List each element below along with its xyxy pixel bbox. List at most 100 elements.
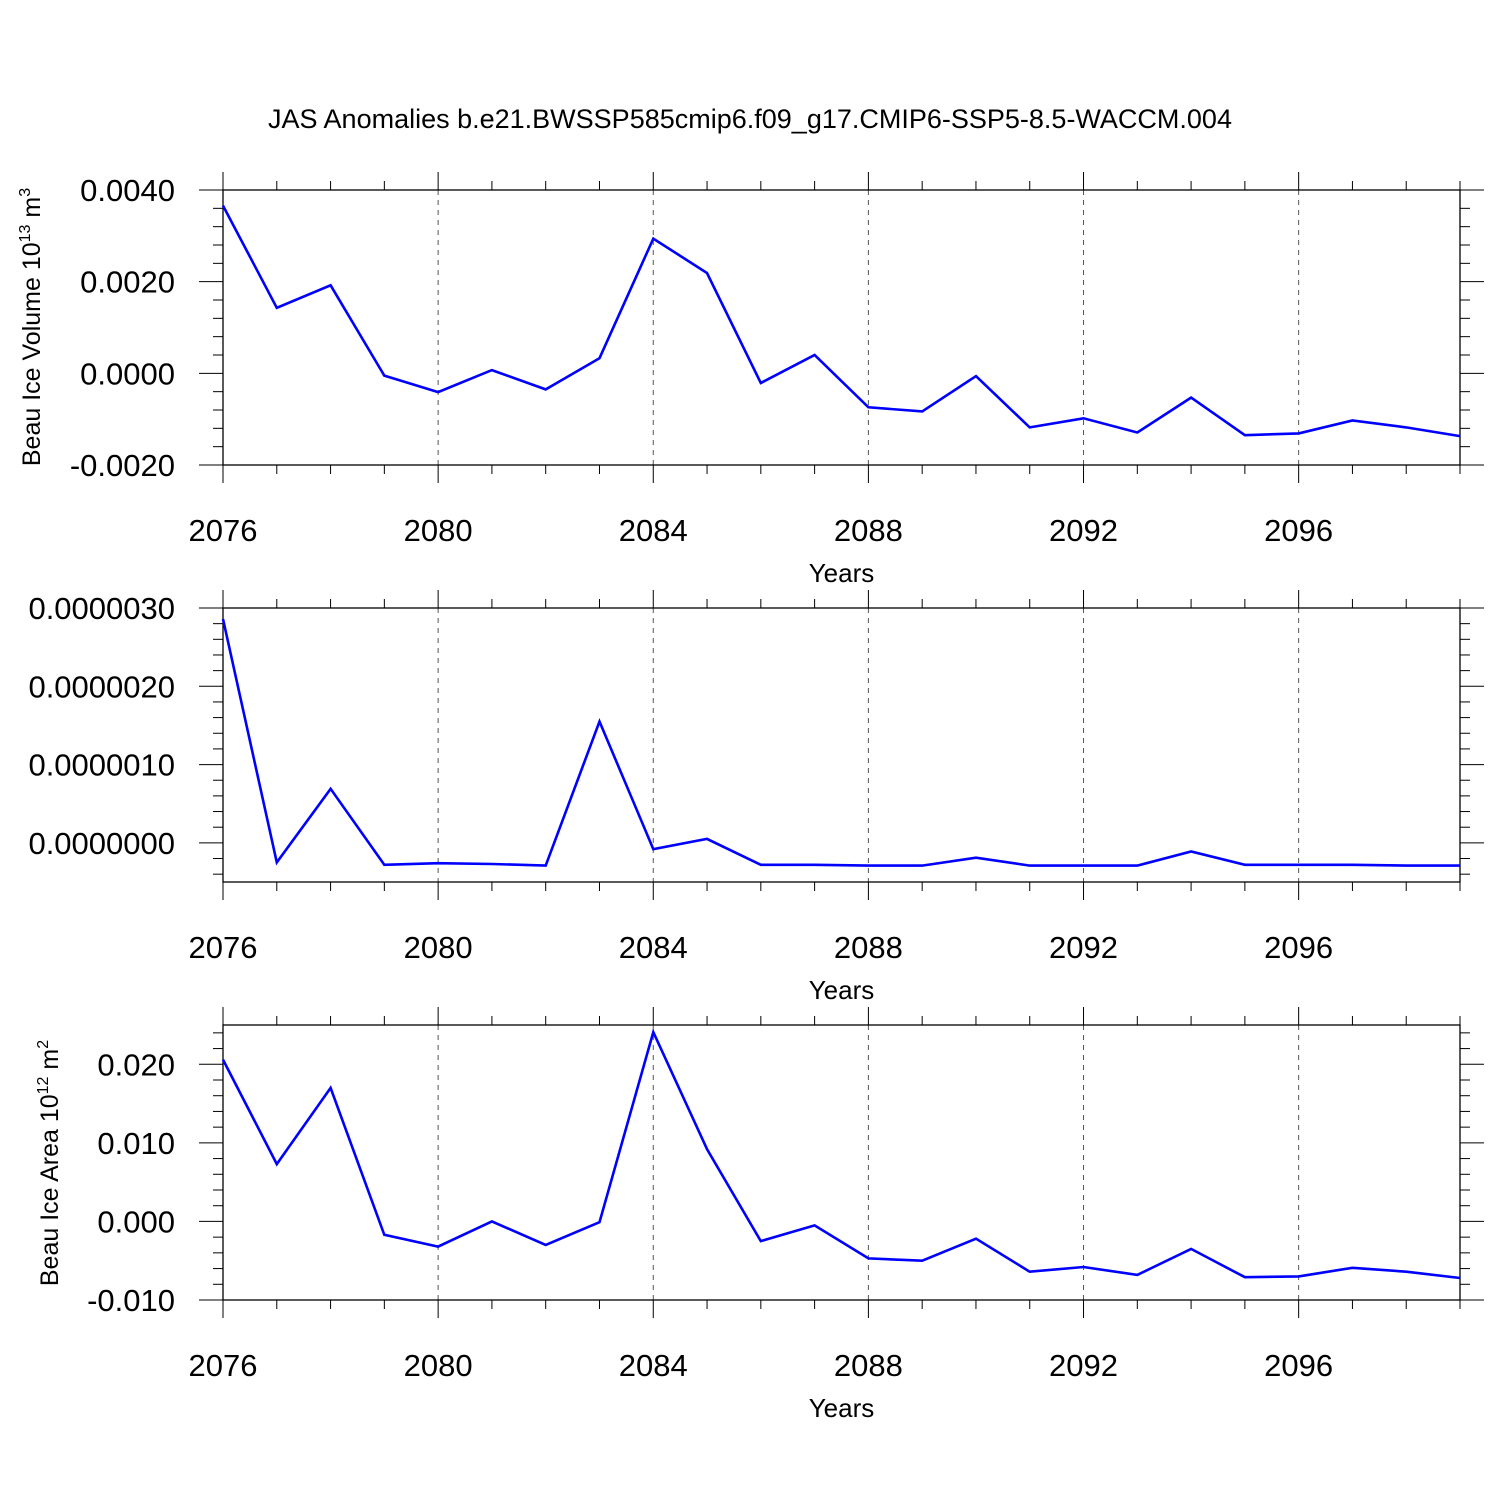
plot-frame xyxy=(222,607,1461,883)
data-point xyxy=(705,1147,709,1151)
data-point xyxy=(544,1243,548,1247)
data-point xyxy=(221,617,225,621)
data-point xyxy=(1189,1247,1193,1251)
data-point xyxy=(866,405,870,409)
data-point xyxy=(1082,416,1086,420)
data-point xyxy=(974,374,978,378)
x-axis-label: Years xyxy=(809,1393,875,1423)
data-point xyxy=(221,204,225,208)
data-point xyxy=(490,368,494,372)
data-point xyxy=(1189,396,1193,400)
x-tick-label: 2088 xyxy=(834,930,903,965)
y-tick-label: 0.0000 xyxy=(80,356,175,391)
data-point xyxy=(275,1162,279,1166)
data-point xyxy=(597,720,601,724)
chart-panel-1: 2076 2080 2084 2088 2092 2096 Years -0.0020 0.00… xyxy=(17,172,1484,588)
y-tick-label: 0.0000030 xyxy=(28,591,175,626)
data-point xyxy=(1458,1276,1462,1280)
data-point xyxy=(1404,1270,1408,1274)
data-point xyxy=(759,863,763,867)
data-point xyxy=(382,863,386,867)
data-point xyxy=(759,1239,763,1243)
plot-frame xyxy=(222,189,1461,466)
data-point xyxy=(436,1245,440,1249)
data-point xyxy=(974,856,978,860)
data-point xyxy=(490,862,494,866)
data-point xyxy=(1404,425,1408,429)
data-point xyxy=(1297,431,1301,435)
chart-panel-3: 2076 2080 2084 2088 2092 2096 Years -0.010 0.000… xyxy=(35,1007,1484,1423)
data-point xyxy=(1028,1270,1032,1274)
data-point xyxy=(1458,434,1462,438)
chart-panel-2: 2076 2080 2084 2088 2092 2096 Years 0.0000000 0.… xyxy=(28,590,1484,1005)
x-tick-label: 2084 xyxy=(619,513,688,548)
x-tick-label: 2084 xyxy=(619,1348,688,1383)
x-tick-label: 2092 xyxy=(1049,930,1118,965)
data-point xyxy=(1350,1266,1354,1270)
series-line xyxy=(221,618,1460,867)
x-tick-label: 2092 xyxy=(1049,1348,1118,1383)
data-point xyxy=(974,1237,978,1241)
data-point xyxy=(1135,1273,1139,1277)
x-tick-label: 2096 xyxy=(1264,930,1333,965)
data-point xyxy=(813,1223,817,1227)
data-point xyxy=(651,237,655,241)
x-tick-label: 2080 xyxy=(404,513,473,548)
data-point xyxy=(813,353,817,357)
y-axis-label: Beau Ice Area 1012 m2 xyxy=(35,1040,64,1286)
data-point xyxy=(1350,419,1354,423)
chart-title: JAS Anomalies b.e21.BWSSP585cmip6.f09_g1… xyxy=(268,104,1232,134)
y-tick-label: 0.0000000 xyxy=(28,826,175,861)
data-point xyxy=(1135,864,1139,868)
data-point xyxy=(1350,863,1354,867)
y-tick-label: 0.0000020 xyxy=(28,669,175,704)
series-line xyxy=(221,204,1461,438)
x-tick-label: 2076 xyxy=(189,513,258,548)
x-axis-label: Years xyxy=(809,558,875,588)
y-tick-label: 0.0020 xyxy=(80,265,175,300)
x-tick-label: 2096 xyxy=(1264,1348,1333,1383)
data-point xyxy=(597,1220,601,1224)
x-tick-label: 2080 xyxy=(404,930,473,965)
data-point xyxy=(813,863,817,867)
data-point xyxy=(1458,864,1462,868)
data-point xyxy=(544,387,548,391)
data-point xyxy=(490,1219,494,1223)
data-point xyxy=(329,1086,333,1090)
data-point xyxy=(275,306,279,310)
y-tick-label: -0.0020 xyxy=(70,448,175,483)
x-tick-label: 2084 xyxy=(619,930,688,965)
data-point xyxy=(436,390,440,394)
data-point xyxy=(1243,433,1247,437)
data-point xyxy=(1243,863,1247,867)
data-point xyxy=(382,1233,386,1237)
x-tick-label: 2080 xyxy=(404,1348,473,1383)
data-point xyxy=(1189,849,1193,853)
data-point xyxy=(651,1030,655,1034)
data-point xyxy=(1404,864,1408,868)
data-point xyxy=(382,374,386,378)
x-tick-label: 2076 xyxy=(189,930,258,965)
data-point xyxy=(651,847,655,851)
y-tick-label: 0.0000010 xyxy=(28,748,175,783)
series-line xyxy=(221,1028,1461,1280)
data-point xyxy=(759,381,763,385)
data-point xyxy=(597,356,601,360)
y-tick-label: 0.000 xyxy=(97,1204,175,1239)
data-point xyxy=(329,787,333,791)
data-point xyxy=(705,271,709,275)
data-point xyxy=(544,864,548,868)
x-axis-label: Years xyxy=(809,975,875,1005)
y-tick-label: 0.020 xyxy=(97,1047,175,1082)
data-point xyxy=(329,283,333,287)
x-tick-label: 2088 xyxy=(834,513,903,548)
data-point xyxy=(920,1259,924,1263)
x-tick-label: 2096 xyxy=(1264,513,1333,548)
data-point xyxy=(1028,425,1032,429)
data-point xyxy=(1082,864,1086,868)
x-tick-label: 2088 xyxy=(834,1348,903,1383)
data-point xyxy=(1297,1274,1301,1278)
data-point xyxy=(920,864,924,868)
x-tick-label: 2092 xyxy=(1049,513,1118,548)
